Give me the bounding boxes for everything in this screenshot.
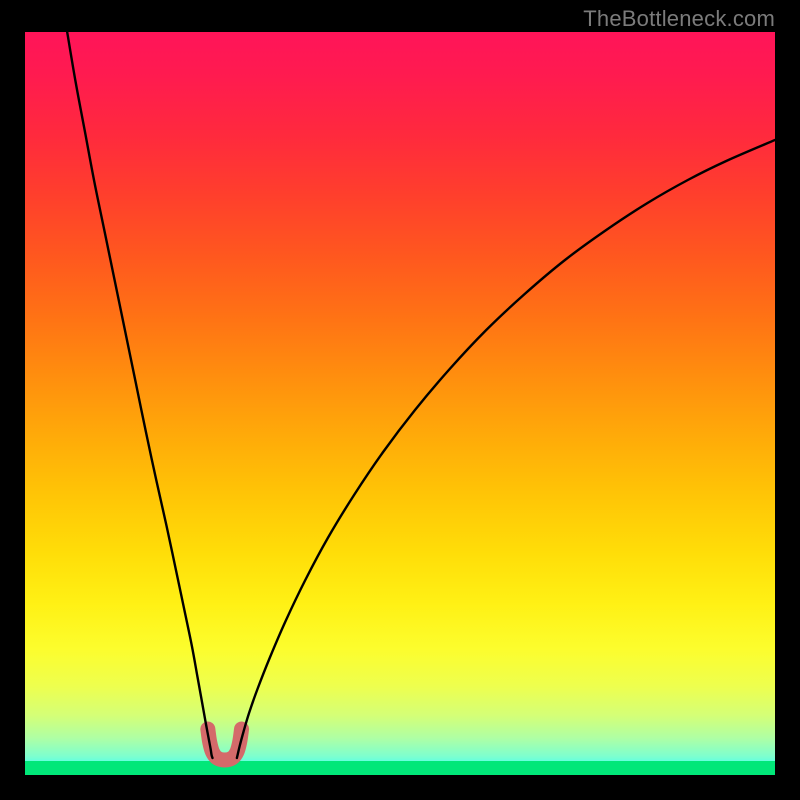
chart-stage: TheBottleneck.com	[0, 0, 800, 800]
curve-layer	[25, 32, 775, 775]
left-curve	[67, 32, 212, 758]
frame-bottom	[0, 775, 800, 800]
watermark-text: TheBottleneck.com	[583, 6, 775, 32]
frame-right	[775, 0, 800, 800]
plot-area	[25, 32, 775, 775]
right-curve	[237, 140, 775, 758]
frame-left	[0, 0, 25, 800]
